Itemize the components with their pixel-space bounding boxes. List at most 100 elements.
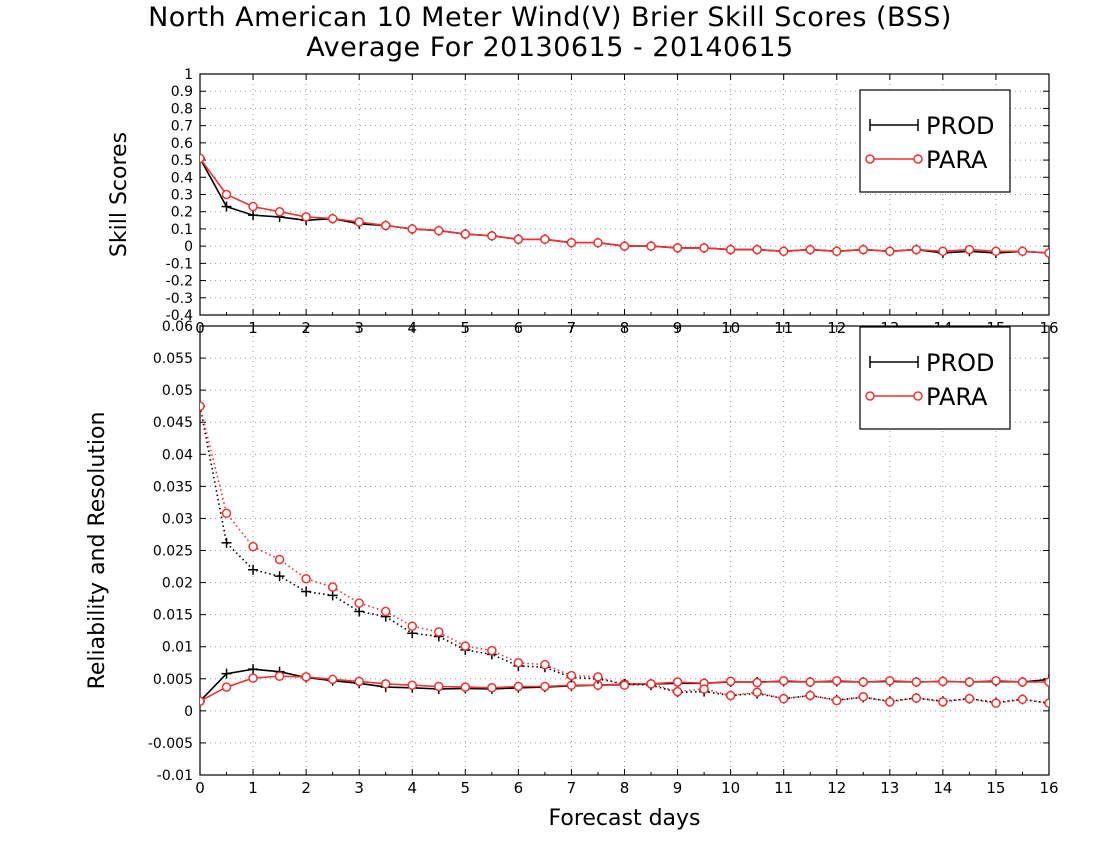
data-point — [487, 231, 497, 241]
data-point — [832, 695, 842, 706]
panel-reliability-resolution: 0 1 2 3 4 5 6 7 8 9 10 11 12 13 14 15 16-0.01-0.00500.00… — [85, 319, 1059, 831]
data-point — [354, 217, 364, 227]
data-point — [699, 684, 709, 694]
data-point — [274, 671, 285, 681]
y-tick-label: 0.06 — [162, 319, 193, 335]
y-tick-label: 0.05 — [162, 383, 193, 399]
x-tick-label: 0 — [195, 779, 205, 797]
data-point — [1017, 694, 1028, 705]
x-tick-label: 5 — [461, 779, 471, 797]
y-tick-label: 0 — [184, 704, 193, 720]
y-tick-label: 0.1 — [171, 222, 193, 238]
series-prod-dotted — [200, 401, 1049, 709]
y-tick-label: 0.045 — [153, 415, 193, 431]
y-tick-label: 0.4 — [171, 170, 193, 186]
data-point — [487, 683, 497, 693]
series-para-dotted — [200, 401, 1049, 708]
data-point — [725, 244, 736, 255]
data-point — [672, 677, 683, 687]
x-tick-label: 4 — [407, 779, 417, 797]
legend-marker — [865, 391, 875, 401]
chart-subtitle: Average For 20130615 - 20140615 — [306, 32, 794, 63]
data-point — [354, 676, 364, 687]
data-point — [805, 244, 815, 255]
y-tick-label: 0.025 — [153, 544, 193, 560]
data-point — [752, 687, 762, 698]
data-point — [540, 659, 550, 670]
data-point — [778, 675, 789, 686]
data-point — [380, 679, 391, 689]
x-tick-label: 6 — [514, 779, 524, 797]
x-tick-label: 3 — [354, 779, 364, 797]
data-point — [832, 675, 842, 686]
data-point — [327, 213, 338, 224]
data-point — [964, 244, 975, 255]
data-point — [805, 690, 815, 701]
x-tick-label: 9 — [673, 779, 683, 797]
data-point — [327, 590, 338, 601]
y-tick-label: 0.3 — [171, 188, 193, 204]
data-point — [1017, 246, 1028, 257]
data-point — [911, 244, 922, 255]
data-point — [513, 234, 524, 245]
y-tick-label: 0.01 — [162, 640, 193, 656]
data-point — [221, 201, 232, 212]
data-point — [274, 206, 285, 217]
legend-marker — [913, 154, 923, 164]
legend-entry-para: PARA — [865, 383, 988, 411]
y-tick-label: 0.2 — [171, 205, 193, 221]
data-point — [301, 672, 311, 682]
data-point — [938, 676, 948, 687]
data-point — [858, 244, 869, 255]
y-tick-label: -0.01 — [157, 768, 193, 784]
data-point — [858, 677, 869, 687]
x-tick-label: 2 — [301, 779, 311, 797]
data-point — [327, 674, 338, 685]
data-point — [911, 693, 922, 703]
data-point — [646, 241, 656, 251]
data-point — [513, 681, 524, 692]
data-point — [407, 621, 417, 631]
data-point — [434, 627, 444, 637]
legend-label: PARA — [926, 146, 988, 174]
y-tick-label: 0.03 — [162, 511, 193, 527]
y-tick-label: 1 — [184, 67, 193, 83]
data-point — [301, 573, 311, 584]
data-point — [1044, 248, 1049, 258]
data-point — [540, 681, 550, 692]
data-point — [566, 670, 577, 681]
y-tick-label: 0.02 — [162, 576, 193, 592]
data-point — [380, 606, 391, 617]
x-tick-label: 10 — [721, 779, 740, 797]
series-line — [200, 406, 1049, 704]
data-point — [274, 571, 285, 582]
x-tick-label: 1 — [248, 779, 258, 797]
data-point — [513, 658, 524, 668]
data-point — [248, 564, 259, 575]
data-point — [991, 675, 1001, 686]
data-point — [619, 680, 630, 690]
y-axis-label: Reliability and Resolution — [85, 412, 110, 690]
data-point — [248, 664, 259, 675]
y-tick-label: -0.3 — [166, 291, 193, 307]
y-tick-label: -0.1 — [166, 256, 193, 272]
data-point — [354, 598, 364, 608]
x-tick-label: 13 — [880, 779, 899, 797]
data-point — [1017, 677, 1028, 687]
data-point — [566, 237, 577, 248]
data-point — [1044, 677, 1049, 687]
y-tick-label: -0.2 — [166, 274, 193, 290]
data-point — [301, 212, 311, 222]
data-point — [221, 668, 232, 679]
panel-skill-scores: 012345678910111213141516-0.4-0.3-0.2-0.1… — [107, 67, 1059, 337]
y-tick-label: 0.5 — [171, 153, 193, 169]
data-point — [672, 686, 683, 697]
data-point — [221, 189, 232, 200]
data-point — [752, 244, 762, 255]
legend-label: PARA — [926, 383, 988, 411]
legend-marker — [913, 391, 923, 401]
data-point — [593, 237, 603, 248]
data-point — [805, 677, 815, 687]
y-tick-label: 0.7 — [171, 119, 193, 135]
